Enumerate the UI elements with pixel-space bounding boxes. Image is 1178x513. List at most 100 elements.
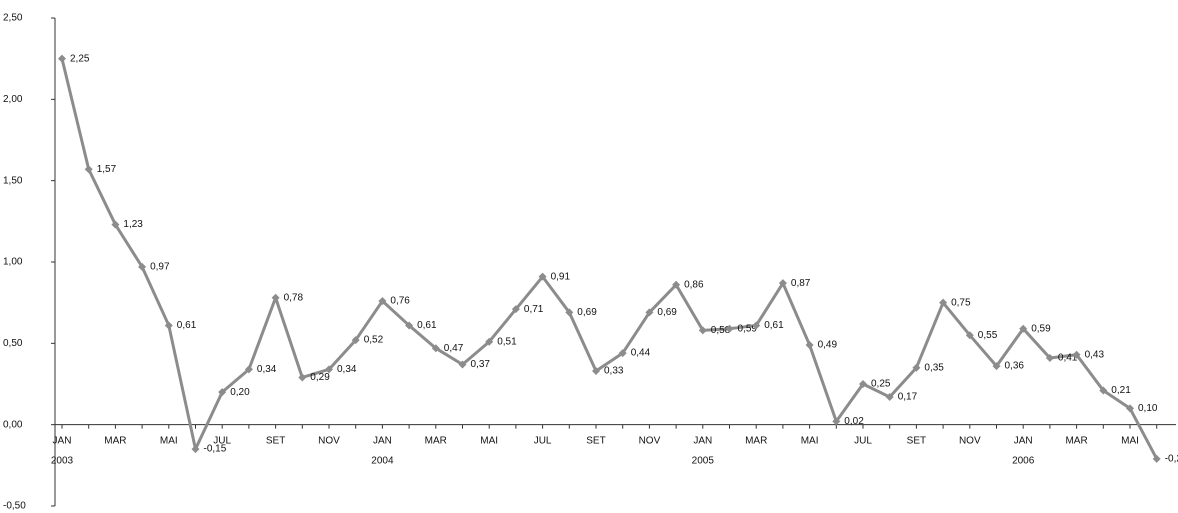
point-marker	[805, 340, 814, 349]
point-marker	[1126, 404, 1134, 413]
y-tick-label: -0,50	[3, 501, 26, 512]
point-marker	[592, 366, 600, 375]
value-label: 0,61	[764, 320, 784, 331]
point-marker	[672, 280, 681, 289]
point-marker	[725, 324, 734, 333]
point-marker	[431, 344, 440, 353]
value-label: 0,59	[1031, 323, 1051, 334]
value-label: -0,15	[204, 444, 227, 455]
x-tick-label: MAR	[745, 435, 767, 446]
value-label: -0,21	[1165, 453, 1178, 464]
value-label: 0,69	[657, 307, 677, 318]
value-label: 0,20	[230, 387, 250, 398]
point-marker	[565, 308, 574, 317]
x-tick-label: MAI	[160, 435, 178, 446]
x-tick-label: JUL	[854, 435, 872, 446]
x-tick-label: MAR	[425, 435, 447, 446]
value-label: 1,23	[123, 219, 143, 230]
y-tick-label: 2,00	[3, 94, 23, 105]
point-marker	[271, 293, 280, 302]
value-label: 0,87	[791, 278, 811, 289]
value-label: 0,52	[364, 335, 384, 346]
point-marker	[405, 321, 414, 330]
x-tick-label: JUL	[213, 435, 231, 446]
point-marker	[1072, 350, 1081, 359]
value-label: 0,47	[444, 343, 464, 354]
point-marker	[485, 337, 494, 346]
point-marker	[138, 262, 147, 271]
x-tick-label: JUL	[534, 435, 552, 446]
x-tick-label: MAI	[1121, 435, 1139, 446]
y-tick-label: 2,50	[3, 13, 23, 24]
value-label: 0,55	[978, 330, 998, 341]
point-marker	[538, 272, 547, 281]
point-marker	[218, 388, 227, 397]
y-tick-label: 1,50	[3, 175, 23, 186]
point-marker	[111, 220, 120, 229]
point-marker	[618, 349, 627, 358]
value-label: 0,02	[844, 416, 864, 427]
x-tick-label: SET	[907, 435, 926, 446]
value-label: 0,76	[390, 296, 410, 307]
point-marker	[859, 380, 867, 388]
point-marker	[298, 373, 307, 382]
value-label: 0,37	[471, 359, 491, 370]
value-label: 1,57	[97, 164, 117, 175]
y-tick-label: 0,50	[3, 338, 23, 349]
point-marker	[84, 165, 93, 174]
point-marker	[351, 336, 360, 345]
value-label: 0,59	[738, 323, 758, 334]
point-marker	[965, 331, 974, 340]
value-label: 0,44	[631, 348, 651, 359]
value-label: 0,25	[871, 379, 891, 390]
x-tick-label: JAN 2003	[51, 435, 74, 466]
point-marker	[1019, 324, 1028, 333]
series-line	[60, 58, 1159, 460]
value-label: 0,49	[818, 340, 838, 351]
value-label: 0,33	[604, 366, 624, 377]
point-marker	[645, 308, 654, 317]
x-tick-label: MAI	[801, 435, 819, 446]
value-label: 0,43	[1085, 349, 1105, 360]
value-label: 0,29	[310, 372, 330, 383]
point-marker	[939, 298, 948, 307]
value-label: 0,58	[711, 325, 731, 336]
value-label: 0,69	[577, 307, 597, 318]
x-tick-label: MAR	[104, 435, 126, 446]
value-label: 0,41	[1058, 353, 1078, 364]
point-marker	[912, 363, 921, 372]
point-marker	[698, 326, 707, 335]
value-label: 0,86	[684, 279, 704, 290]
x-tick-label: JAN 2006	[1012, 435, 1035, 466]
value-label: 0,21	[1111, 385, 1131, 396]
point-marker	[992, 362, 1001, 371]
point-marker	[378, 297, 387, 306]
point-marker	[778, 279, 787, 288]
value-label: 0,71	[524, 304, 544, 315]
point-marker	[164, 321, 173, 330]
point-marker	[885, 393, 894, 402]
x-tick-label: NOV	[639, 435, 661, 446]
x-tick-label: NOV	[318, 435, 340, 446]
y-tick-label: 1,00	[3, 257, 23, 268]
value-label: 0,75	[951, 297, 971, 308]
value-label: 0,51	[497, 336, 517, 347]
point-marker	[511, 305, 520, 314]
x-tick-label: JAN 2004	[371, 435, 394, 466]
point-marker	[244, 365, 253, 374]
point-marker	[832, 417, 841, 426]
y-tick-label: 0,00	[3, 419, 23, 430]
value-label: 0,34	[257, 364, 277, 375]
value-label: 0,35	[924, 362, 944, 373]
value-label: 0,61	[177, 320, 197, 331]
value-label: 0,10	[1138, 403, 1158, 414]
point-marker	[752, 321, 761, 330]
value-label: 0,61	[417, 320, 437, 331]
x-tick-label: SET	[586, 435, 605, 446]
value-label: 2,25	[70, 53, 90, 64]
point-marker	[1152, 454, 1161, 463]
point-marker	[58, 54, 66, 63]
x-tick-label: NOV	[959, 435, 981, 446]
value-label: 0,36	[1005, 361, 1025, 372]
